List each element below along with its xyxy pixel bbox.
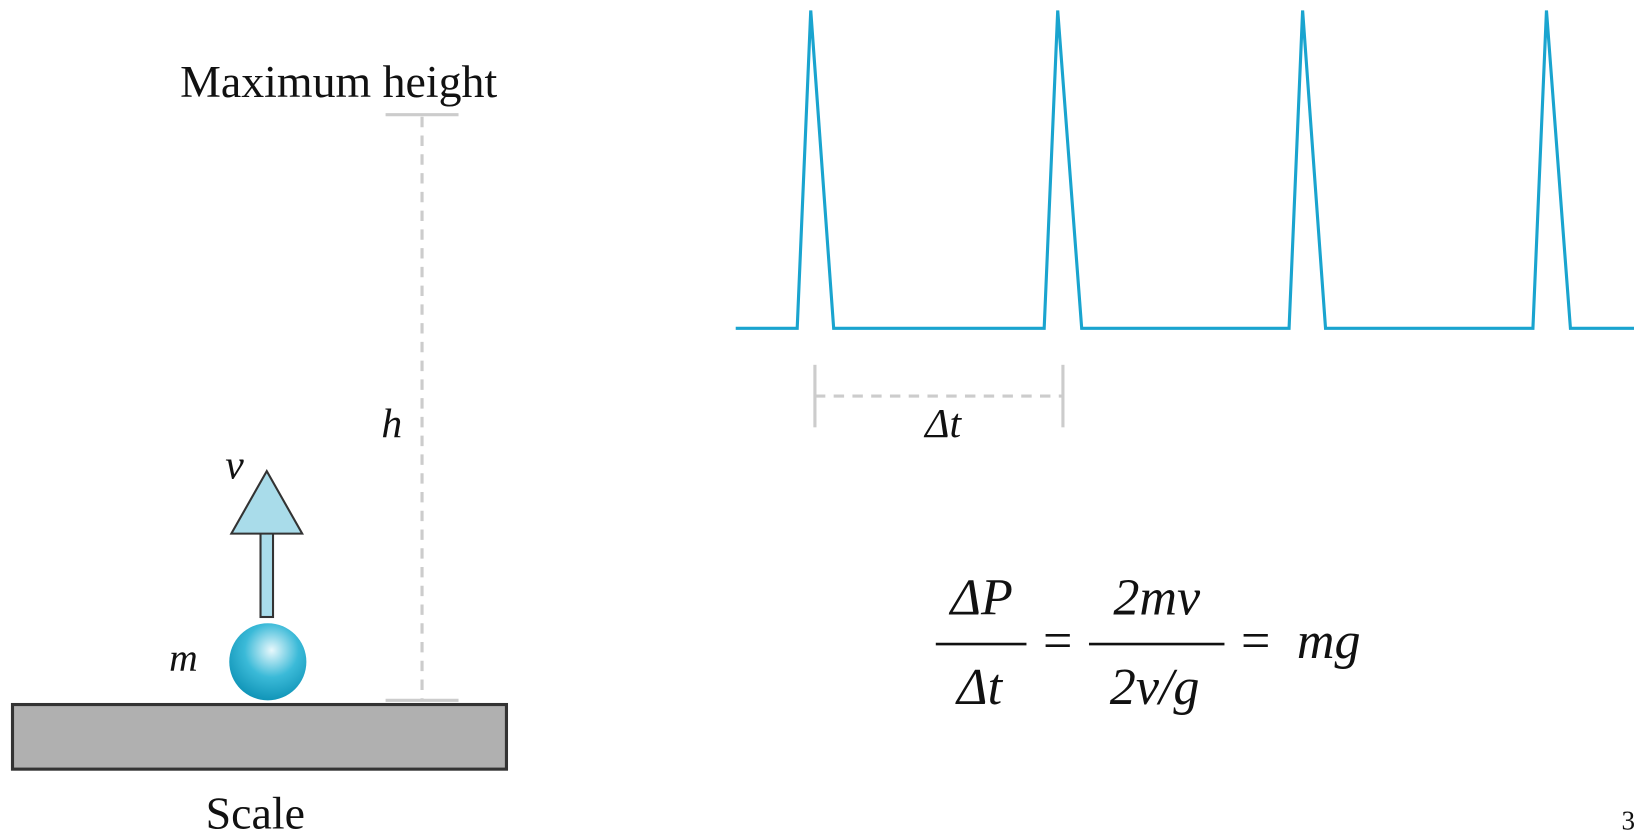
eq-denominator: Δt [955, 659, 1004, 716]
mass-label: m [169, 636, 198, 680]
eq-equals: = [1043, 613, 1072, 670]
height-label: h [381, 401, 402, 447]
force-pulses [735, 10, 1634, 330]
interval-label: Δt [923, 401, 962, 447]
scale-plate [10, 702, 509, 771]
arrow-head [229, 468, 304, 535]
arrow-shaft [259, 530, 275, 619]
page-number: 3 [1621, 806, 1634, 836]
eq-result: mg [1297, 613, 1361, 670]
scale-label: Scale [206, 788, 305, 838]
eq-equals: = [1241, 613, 1270, 670]
eq-numerator: 2mv [1113, 569, 1201, 626]
velocity-label: v [225, 443, 244, 489]
eq-denominator: 2v/g [1110, 659, 1200, 716]
ball [229, 623, 307, 701]
max-height-label: Maximum height [180, 56, 497, 107]
eq-numerator: ΔP [948, 569, 1012, 626]
